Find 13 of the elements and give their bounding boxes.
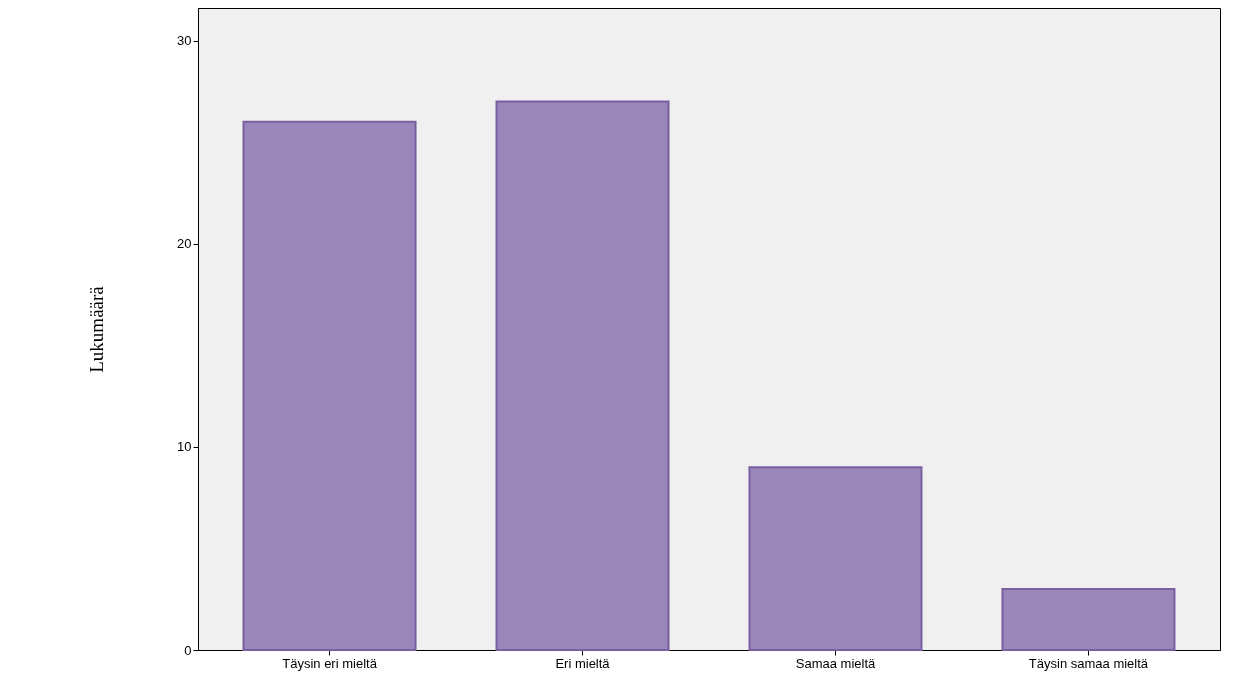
bar bbox=[1001, 588, 1176, 651]
y-tick-label: 10 bbox=[177, 439, 192, 455]
bar bbox=[242, 120, 417, 651]
x-tick-label: Täysin samaa mieltä bbox=[1028, 655, 1149, 671]
y-tick-label: 30 bbox=[177, 33, 192, 49]
y-axis-title: Lukumäärä bbox=[86, 285, 108, 373]
y-tick-label: 20 bbox=[177, 236, 192, 252]
x-tick-label: Täysin eri mieltä bbox=[282, 655, 378, 671]
y-tick-label: 0 bbox=[184, 642, 192, 658]
bar bbox=[748, 466, 923, 651]
x-tick-label: Samaa mieltä bbox=[795, 655, 876, 671]
x-tick-label: Eri mieltä bbox=[555, 655, 611, 671]
bar bbox=[495, 100, 670, 651]
